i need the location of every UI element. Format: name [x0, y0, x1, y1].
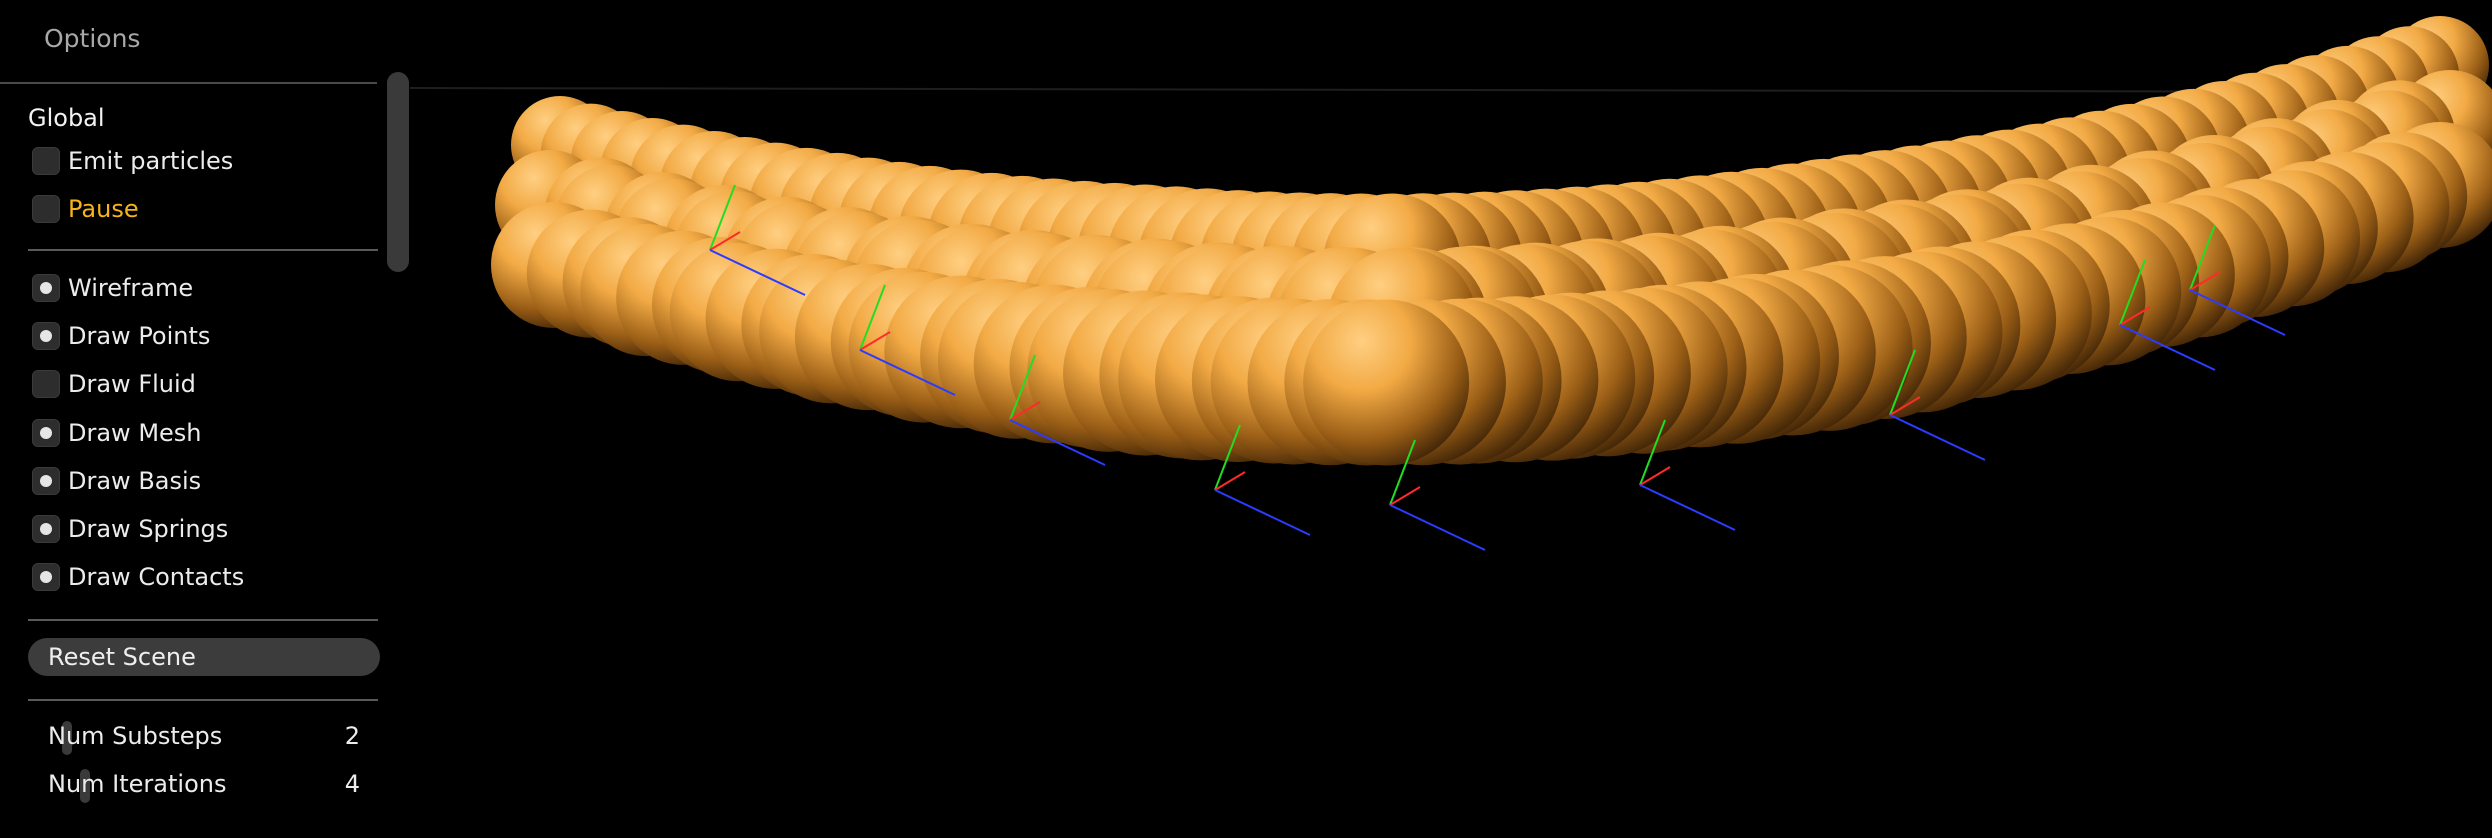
panel-scrollbar[interactable] — [387, 72, 409, 272]
separator — [28, 699, 378, 701]
basis-x-axis — [859, 331, 891, 351]
horizon-line — [409, 87, 2492, 93]
num-iterations-label: Num Iterations — [48, 770, 227, 798]
wireframe-box[interactable] — [32, 274, 60, 302]
draw-springs-label: Draw Springs — [68, 515, 229, 543]
basis-x-axis — [1889, 396, 1921, 416]
basis-z-axis — [1009, 419, 1106, 466]
separator — [28, 249, 378, 251]
basis-z-axis — [1214, 489, 1311, 536]
num-substeps-handle[interactable] — [62, 721, 72, 755]
reset-scene-button[interactable]: Reset Scene — [28, 638, 380, 676]
emit-particles-box[interactable] — [32, 147, 60, 175]
wireframe-label: Wireframe — [68, 274, 194, 302]
basis-z-axis — [2189, 289, 2286, 336]
basis-z-axis — [1639, 484, 1736, 531]
basis-x-axis — [2119, 306, 2151, 326]
basis-x-axis — [2189, 271, 2221, 291]
pause-label: Pause — [68, 195, 139, 223]
draw-fluid-checkbox[interactable]: Draw Fluid — [32, 367, 196, 401]
emit-particles-checkbox[interactable]: Emit particles — [32, 144, 233, 178]
num-iterations-slider[interactable]: Num Iterations 4 — [48, 766, 360, 803]
draw-contacts-checkbox[interactable]: Draw Contacts — [32, 560, 244, 594]
basis-y-axis — [1389, 439, 1416, 506]
draw-springs-box[interactable] — [32, 515, 60, 543]
draw-points-checkbox[interactable]: Draw Points — [32, 319, 210, 353]
basis-y-axis — [2189, 224, 2216, 291]
draw-mesh-label: Draw Mesh — [68, 419, 202, 447]
num-iterations-value: 4 — [344, 770, 360, 798]
basis-x-axis — [1214, 471, 1246, 491]
draw-points-box[interactable] — [32, 322, 60, 350]
draw-springs-checkbox[interactable]: Draw Springs — [32, 512, 228, 546]
basis-z-axis — [1389, 504, 1486, 551]
draw-mesh-checkbox[interactable]: Draw Mesh — [32, 416, 202, 450]
basis-z-axis — [859, 349, 956, 396]
basis-z-axis — [709, 249, 806, 296]
draw-contacts-box[interactable] — [32, 563, 60, 591]
separator — [28, 619, 378, 621]
draw-mesh-box[interactable] — [32, 419, 60, 447]
draw-basis-label: Draw Basis — [68, 467, 202, 495]
basis-y-axis — [1009, 354, 1036, 421]
particle-blob — [491, 16, 2492, 466]
draw-fluid-label: Draw Fluid — [68, 370, 196, 398]
draw-basis-checkbox[interactable]: Draw Basis — [32, 464, 201, 498]
emit-particles-label: Emit particles — [68, 147, 234, 175]
basis-y-axis — [2119, 259, 2146, 326]
basis-x-axis — [1639, 466, 1671, 486]
particle-sphere — [1303, 299, 1470, 466]
options-panel: Options Global Emit particles Pause Wire… — [0, 0, 409, 838]
basis-x-axis — [1009, 401, 1041, 421]
draw-contacts-label: Draw Contacts — [68, 563, 245, 591]
draw-basis-box[interactable] — [32, 467, 60, 495]
panel-divider — [0, 82, 377, 84]
basis-axes — [709, 184, 2286, 551]
basis-y-axis — [1889, 349, 1916, 416]
num-iterations-handle[interactable] — [80, 769, 90, 803]
basis-z-axis — [1889, 414, 1986, 461]
wireframe-checkbox[interactable]: Wireframe — [32, 271, 193, 305]
section-heading-global: Global — [28, 104, 105, 132]
basis-y-axis — [1639, 419, 1666, 486]
basis-y-axis — [1214, 424, 1241, 491]
num-substeps-value: 2 — [344, 722, 360, 750]
basis-y-axis — [859, 284, 886, 351]
panel-title: Options — [44, 24, 141, 53]
pause-box[interactable] — [32, 195, 60, 223]
num-substeps-label: Num Substeps — [48, 722, 223, 750]
pause-checkbox[interactable]: Pause — [32, 192, 139, 226]
num-substeps-slider[interactable]: Num Substeps 2 — [48, 718, 360, 755]
draw-fluid-box[interactable] — [32, 370, 60, 398]
basis-x-axis — [709, 231, 741, 251]
basis-x-axis — [1389, 486, 1421, 506]
draw-points-label: Draw Points — [68, 322, 211, 350]
basis-y-axis — [709, 184, 736, 251]
basis-z-axis — [2119, 324, 2216, 371]
